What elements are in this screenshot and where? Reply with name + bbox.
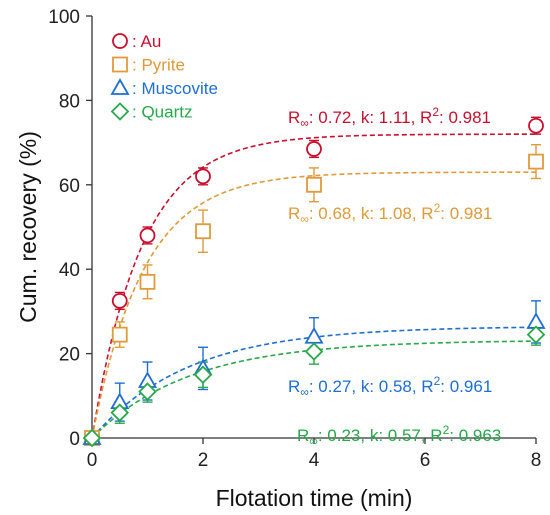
- fit-label-part: R: [288, 377, 300, 396]
- fit-label-au: R∞: 0.72, k: 1.11, R2: 0.981: [288, 105, 491, 130]
- data-point-quartz: [110, 403, 130, 422]
- x-tick-label: 8: [531, 450, 542, 471]
- fit-label-part: : 0.68, k: 1.08, R: [309, 204, 434, 223]
- legend-label-muscovite: : Muscovite: [132, 79, 218, 98]
- x-axis-title: Flotation time (min): [216, 485, 413, 511]
- legend-label-pyrite: : Pyrite: [132, 56, 185, 75]
- fit-label-part: 2: [434, 201, 441, 215]
- fit-label-part: ∞: [300, 116, 309, 130]
- fit-label-part: : 0.72, k: 1.11, R: [309, 108, 432, 127]
- data-point-quartz: [82, 428, 102, 448]
- fit-label-pyrite: R∞: 0.68, k: 1.08, R2: 0.981: [288, 201, 492, 226]
- fit-label-part: : 0.981: [440, 204, 492, 223]
- y-tick-label: 0: [69, 429, 80, 450]
- data-point-au: [195, 168, 211, 185]
- fit-curve-au: [91, 133, 537, 439]
- legend-marker-quartz: [110, 102, 130, 121]
- fit-label-part: : 0.961: [440, 377, 492, 396]
- legend-marker-pyrite: [112, 56, 128, 73]
- fit-label-part: : 0.981: [439, 108, 491, 127]
- legend-label-au: : Au: [132, 32, 161, 51]
- x-tick-label: 2: [198, 450, 209, 471]
- data-point-quartz: [304, 342, 324, 361]
- data-point-pyrite: [139, 273, 156, 290]
- data-point-quartz: [193, 365, 213, 384]
- y-tick-label: 100: [48, 7, 80, 28]
- y-tick-label: 80: [59, 91, 80, 112]
- x-tick-label: 0: [87, 450, 98, 471]
- fit-label-part: : 0.23, k: 0.57, R: [318, 426, 443, 445]
- data-point-pyrite: [528, 153, 544, 170]
- data-point-pyrite: [306, 176, 322, 193]
- fit-label-part: R: [288, 204, 300, 223]
- fit-label-muscovite: R∞: 0.27, k: 0.58, R2: 0.961: [288, 374, 492, 399]
- data-markers: [82, 117, 546, 448]
- data-point-au: [528, 117, 544, 134]
- legend: : Au : Pyrite : Muscovite : Quartz: [110, 32, 218, 122]
- data-point-au: [306, 141, 322, 157]
- legend-label-quartz: : Quartz: [132, 103, 192, 122]
- fit-label-part: : 0.27, k: 0.58, R: [309, 377, 434, 396]
- fit-curve-pyrite: [91, 171, 536, 439]
- fit-label-part: ∞: [300, 212, 309, 226]
- fit-label-part: 2: [443, 423, 450, 437]
- fit-label-part: : 0.963: [449, 426, 501, 445]
- data-point-pyrite: [111, 326, 128, 343]
- fit-label-part: 2: [432, 105, 439, 119]
- fit-label-quartz: R∞: 0.23, k: 0.57, R2: 0.963: [297, 423, 501, 448]
- legend-marker-au: [112, 33, 128, 49]
- data-point-pyrite: [195, 223, 211, 240]
- y-tick-label: 40: [59, 260, 80, 281]
- data-point-quartz: [526, 325, 546, 344]
- x-tick-label: 4: [309, 450, 320, 471]
- data-point-au: [111, 292, 128, 309]
- fit-label-part: R: [288, 108, 300, 127]
- y-axis-title: Cum. recovery (%): [15, 131, 41, 323]
- fit-label-part: ∞: [300, 385, 309, 399]
- y-tick-label: 60: [59, 176, 80, 197]
- fit-label-part: ∞: [309, 434, 318, 448]
- y-tick-label: 20: [59, 345, 80, 366]
- legend-marker-muscovite: [110, 78, 130, 95]
- data-point-muscovite: [304, 326, 324, 344]
- fit-label-part: 2: [434, 374, 441, 388]
- data-point-au: [139, 227, 156, 244]
- fit-label-part: R: [297, 426, 309, 445]
- data-point-quartz: [138, 382, 157, 401]
- x-tick-label: 6: [420, 450, 431, 471]
